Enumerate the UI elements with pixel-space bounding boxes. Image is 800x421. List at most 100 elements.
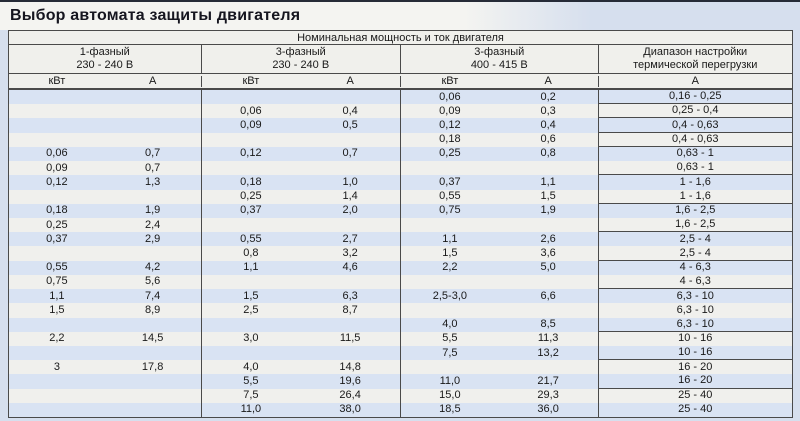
value-cell <box>105 90 201 104</box>
value-cell: 0,18 <box>400 132 499 147</box>
value-cell <box>499 275 598 289</box>
table-row: 0,09 0,7 0,63 - 1 <box>9 161 792 176</box>
value-cell <box>9 104 105 118</box>
value-cell <box>400 217 499 233</box>
value-cell <box>499 303 598 317</box>
value-cell: 0,12 <box>400 118 499 133</box>
group-label: 3-фазный <box>474 46 525 58</box>
value-cell <box>105 118 201 132</box>
value-cell <box>200 132 301 147</box>
value-cell: 2,9 <box>144 232 161 245</box>
table-row: 0,25 2,4 1,6 - 2,5 <box>9 217 792 233</box>
table-row: 5,5 19,6 11,0 21,7 16 - 20 <box>9 374 792 389</box>
group-header-row: 1-фазный 230 - 240 В 3-фазный 230 - 240 … <box>9 45 792 74</box>
value-cell: 0,09 <box>400 104 499 119</box>
value-cell: 0,2 <box>540 90 556 103</box>
value-cell: 11,0 <box>400 374 499 389</box>
value-cell <box>9 190 105 204</box>
value-cell: 17,8 <box>141 360 164 373</box>
value-cell: 11,3 <box>537 332 559 345</box>
value-cell <box>9 118 105 132</box>
value-cell <box>105 374 201 388</box>
overload-range-cell: 6,3 - 10 <box>597 317 792 332</box>
overload-range-cell: 0,4 - 0,63 <box>597 118 792 133</box>
value-cell: 14,8 <box>339 360 361 373</box>
value-cell <box>499 161 598 175</box>
overload-range-cell: 4 - 6,3 <box>597 274 792 290</box>
overload-range-cell: 1 - 1,6 <box>597 175 793 190</box>
value-cell: 0,25 <box>200 189 301 204</box>
value-cell: 0,7 <box>144 147 161 160</box>
value-cell: 3,0 <box>200 331 301 346</box>
value-cell: 0,12 <box>46 175 68 188</box>
table-row: 0,06 0,7 0,12 0,7 0,25 0,8 0,63 - 1 <box>9 146 793 162</box>
group-label: Диапазон настройки <box>643 46 748 58</box>
group-voltage: 400 - 415 В <box>470 59 528 71</box>
overload-range-cell: 2,5 - 4 <box>597 246 792 261</box>
value-cell: 0,7 <box>342 147 358 160</box>
value-cell: 0,37 <box>46 232 68 245</box>
overload-range-cell: 6,3 - 10 <box>597 303 793 318</box>
table-row: 1,5 8,9 2,5 8,7 6,3 - 10 <box>9 303 793 318</box>
table-row: 4,0 8,5 6,3 - 10 <box>9 317 792 332</box>
table-row: 0,55 4,2 1,1 4,6 2,2 5,0 4 - 6,3 <box>9 260 792 275</box>
value-cell: 1,1 <box>200 260 301 275</box>
value-cell: 29,3 <box>537 389 559 402</box>
value-cell <box>105 104 201 118</box>
group-header-3phase-230v: 3-фазный 230 - 240 В <box>200 45 400 73</box>
overload-range-cell: 1,6 - 2,5 <box>597 217 792 233</box>
group-header-1phase-230v: 1-фазный 230 - 240 В <box>9 45 201 73</box>
value-cell <box>9 403 105 417</box>
value-cell: 0,7 <box>144 161 161 174</box>
value-cell <box>200 345 301 361</box>
value-cell <box>105 133 201 147</box>
overload-range-cell: 0,16 - 0,25 <box>597 90 792 105</box>
value-cell: 0,75 <box>46 275 68 288</box>
value-cell: 4,6 <box>342 261 358 274</box>
value-cell: 8,9 <box>144 303 161 316</box>
value-cell <box>9 389 105 403</box>
motor-protection-table: Номинальная мощность и ток двигателя 1-ф… <box>8 30 793 418</box>
value-cell: 0,8 <box>200 246 301 261</box>
overload-range-cell: 0,63 - 1 <box>597 146 793 162</box>
unit-header-a: А <box>597 75 793 87</box>
value-cell <box>300 318 400 332</box>
main-header-label: Номинальная мощность и ток двигателя <box>297 31 504 44</box>
overload-range-cell: 1,6 - 2,5 <box>597 203 793 218</box>
group-voltage: 230 - 240 В <box>272 59 330 71</box>
value-cell: 2,2 <box>49 332 65 345</box>
overload-range-cell: 25 - 40 <box>597 402 793 418</box>
value-cell <box>400 274 499 290</box>
value-cell: 0,18 <box>200 175 301 190</box>
group-voltage: 230 - 240 В <box>76 59 134 71</box>
value-cell: 2,6 <box>540 232 556 245</box>
overload-range-cell: 0,63 - 1 <box>597 161 792 176</box>
value-cell: 5,5 <box>200 374 301 389</box>
value-cell: 36,0 <box>537 403 559 416</box>
value-cell <box>400 161 499 176</box>
table-row: 0,25 1,4 0,55 1,5 1 - 1,6 <box>9 189 792 204</box>
value-cell: 2,7 <box>342 232 358 245</box>
unit-header-kw: кВт <box>200 75 301 87</box>
value-cell <box>400 303 499 318</box>
value-cell: 7,5 <box>200 388 301 403</box>
units-header-row: кВт А кВт А кВт А А <box>9 74 792 90</box>
value-cell: 26,4 <box>339 389 361 402</box>
overload-range-cell: 10 - 16 <box>597 331 793 346</box>
value-cell: 1,9 <box>540 204 556 217</box>
table-row: 0,37 2,9 0,55 2,7 1,1 2,6 2,5 - 4 <box>9 232 792 247</box>
value-cell: 1,1 <box>400 232 499 247</box>
value-cell: 2,5 <box>200 303 301 318</box>
table-row: 11,0 38,0 18,5 36,0 25 - 40 <box>9 402 793 418</box>
value-cell: 7,4 <box>144 289 161 302</box>
value-cell: 0,8 <box>540 147 556 160</box>
value-cell <box>9 318 105 332</box>
value-cell <box>9 133 105 147</box>
value-cell: 0,5 <box>342 119 358 132</box>
group-header-overload-range: Диапазон настройки термической перегрузк… <box>597 45 793 73</box>
value-cell: 1,5 <box>540 190 556 203</box>
value-cell: 2,2 <box>400 260 499 275</box>
table-row: 1,1 7,4 1,5 6,3 2,5-3,0 6,6 6,3 - 10 <box>9 289 792 304</box>
value-cell <box>300 275 400 289</box>
